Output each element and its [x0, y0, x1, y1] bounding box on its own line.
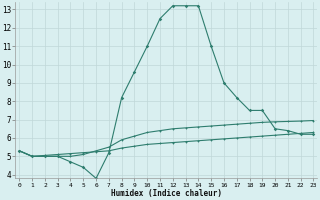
- X-axis label: Humidex (Indice chaleur): Humidex (Indice chaleur): [111, 189, 222, 198]
